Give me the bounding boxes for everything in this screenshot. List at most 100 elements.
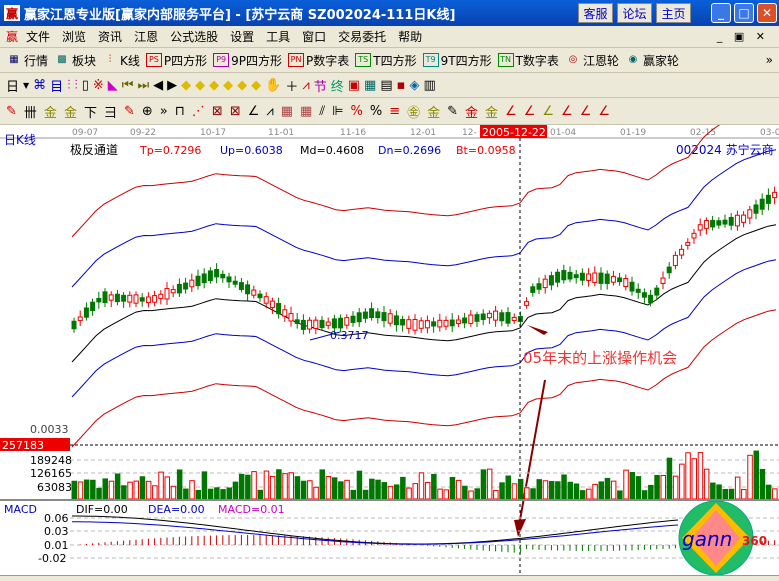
gold5-icon[interactable]: 金 [485, 105, 499, 121]
kline-chart[interactable]: 09-07 09-22 10-17 11-01 11-16 12-01 12- 01-04 01… [0, 99, 779, 576]
winner-wheel-button[interactable]: ◉ 赢家轮 [625, 52, 679, 69]
indicator-icon[interactable]: ※ [92, 77, 104, 93]
menu-info[interactable]: 资讯 [98, 30, 123, 44]
9t-square-button[interactable]: T9 9T四方形 [422, 52, 492, 69]
gann-wheel-button[interactable]: ◎ 江恩轮 [565, 52, 619, 69]
festival-icon[interactable]: 节 [313, 79, 327, 95]
volume-bar [139, 476, 146, 500]
mdi-window-controls[interactable]: _ ▣ ✕ [716, 30, 769, 43]
menu-help[interactable]: 帮助 [398, 30, 423, 44]
t-number-button[interactable]: TN T数字表 [497, 52, 559, 69]
candle-body [282, 309, 288, 317]
gold1-icon[interactable]: 金 [43, 105, 57, 121]
menu-gann[interactable]: 江恩 [134, 30, 159, 44]
minimize-button[interactable]: _ [711, 3, 731, 23]
big-icon: ◉ [628, 54, 638, 65]
save-icon[interactable]: ▪ [396, 77, 406, 93]
sectors-button[interactable]: ▩ 板块 [54, 52, 96, 69]
service-button[interactable]: 客服 [578, 3, 613, 23]
chart-canvas[interactable]: 09-07 09-22 10-17 11-01 11-16 12-01 12- 01-04 01… [0, 99, 779, 576]
label: K线 [120, 53, 140, 68]
percent-line-icon[interactable]: % [350, 103, 363, 119]
angle3-icon[interactable]: ∠ [523, 103, 536, 119]
gann-box-icon[interactable]: ⊠ [211, 103, 223, 119]
macd-grid [70, 517, 779, 559]
9p-square-button[interactable]: P9 9P四方形 [213, 52, 282, 69]
grid1-icon[interactable]: ▦ [280, 103, 294, 119]
gold4-icon[interactable]: 金 [465, 105, 479, 121]
hash-icon[interactable]: 卌 [23, 105, 37, 121]
notes-icon[interactable]: 目 [50, 79, 64, 95]
gann-box2-icon[interactable]: ⊠ [229, 103, 241, 119]
calculator-icon[interactable]: ▦ [364, 77, 377, 93]
zigzag-icon[interactable]: ⩘ [266, 103, 274, 119]
forum-button[interactable]: 论坛 [617, 3, 652, 23]
wave-icon[interactable]: 彐 [103, 105, 117, 121]
gold3-icon[interactable]: 金 [427, 105, 441, 121]
angle5-icon[interactable]: ∠ [561, 103, 573, 119]
crosshair-icon[interactable]: ＋ [285, 79, 299, 95]
circle-icon[interactable]: ⊕ [141, 103, 153, 119]
line-icon[interactable]: ⊓ [174, 103, 185, 119]
draw-icon[interactable]: ⩘ [302, 77, 310, 93]
zoom-in-icon[interactable]: ◆ [209, 77, 220, 93]
fib-icon[interactable]: 下 [83, 105, 97, 121]
first-icon[interactable]: ⏮ [121, 77, 134, 93]
menu-browse[interactable]: 浏览 [62, 30, 87, 44]
report-icon[interactable]: ▤ [380, 77, 393, 93]
flag-icon[interactable]: ◣ [107, 77, 118, 93]
gold2-icon[interactable]: 金 [63, 105, 77, 121]
period-select[interactable]: 日 [6, 79, 20, 95]
dropdown-icon[interactable]: ▼ [23, 80, 30, 90]
angle7-icon[interactable]: ∠ [598, 103, 610, 119]
menu-file[interactable]: 文件 [26, 30, 51, 44]
p-number-button[interactable]: PN P数字表 [288, 52, 349, 69]
more-icon[interactable]: » [765, 53, 773, 67]
chart-type-icon[interactable]: ⌘ [33, 77, 47, 93]
menu-settings[interactable]: 设置 [230, 30, 255, 44]
left-icon[interactable]: ◀ [153, 77, 164, 93]
cycle-icon[interactable]: 终 [330, 79, 344, 95]
bars3-icon[interactable]: ⫶ [67, 77, 71, 93]
candle-body [542, 278, 548, 289]
right-icon[interactable]: ▶ [167, 77, 178, 93]
nav1-icon[interactable]: ◆ [181, 77, 192, 93]
maximize-button[interactable]: □ [734, 3, 754, 23]
shrink-icon[interactable]: ◆ [251, 77, 262, 93]
nav2-icon[interactable]: ◆ [195, 77, 206, 93]
pen3-icon[interactable]: ✎ [447, 103, 459, 119]
expand-icon[interactable]: ◆ [237, 77, 248, 93]
calendar-icon[interactable]: ▣ [347, 77, 361, 93]
angle4-icon[interactable]: ∠ [542, 103, 555, 119]
zoom-out-icon[interactable]: ◆ [223, 77, 234, 93]
hand-icon[interactable]: ✋ [265, 77, 282, 93]
homepage-button[interactable]: 主页 [656, 3, 691, 23]
fan-icon[interactable]: ⋰ [191, 103, 205, 119]
menu-formula[interactable]: 公式选股 [170, 30, 219, 44]
last-icon[interactable]: ⏭ [137, 77, 150, 93]
menu-trade[interactable]: 交易委托 [338, 30, 387, 44]
parallel-icon[interactable]: ⫽ [319, 103, 326, 119]
percent-icon[interactable]: % [369, 103, 383, 119]
bars9-icon[interactable]: ⫶ [74, 77, 78, 93]
kline-button[interactable]: ⫶ K线 [102, 52, 140, 69]
ruler-icon[interactable]: ⊫ [332, 103, 344, 119]
grid2-icon[interactable]: ▦ [300, 103, 313, 119]
angle6-icon[interactable]: ∠ [579, 103, 592, 119]
gold-circle-icon[interactable]: ㊎ [407, 105, 421, 121]
quotes-button[interactable]: ▦ 行情 [6, 52, 48, 69]
t-square-button[interactable]: TS T四方形 [355, 52, 417, 69]
p-square-button[interactable]: PS P四方形 [145, 52, 207, 69]
pen2-icon[interactable]: ✎ [123, 103, 135, 119]
angle-icon[interactable]: ∠ [247, 103, 260, 119]
candle-type-icon[interactable]: ▯ [81, 77, 89, 93]
print-icon[interactable]: ▥ [423, 77, 436, 93]
menu-tools[interactable]: 工具 [266, 30, 291, 44]
menu-window[interactable]: 窗口 [302, 30, 327, 44]
percent2-icon[interactable]: ≡ [389, 103, 401, 119]
pen-icon[interactable]: ✎ [6, 103, 17, 119]
more2-icon[interactable]: » [159, 103, 168, 119]
network-icon[interactable]: ◈ [409, 77, 420, 93]
close-button[interactable]: ✕ [757, 3, 777, 23]
angle2-icon[interactable]: ∠ [505, 103, 517, 119]
